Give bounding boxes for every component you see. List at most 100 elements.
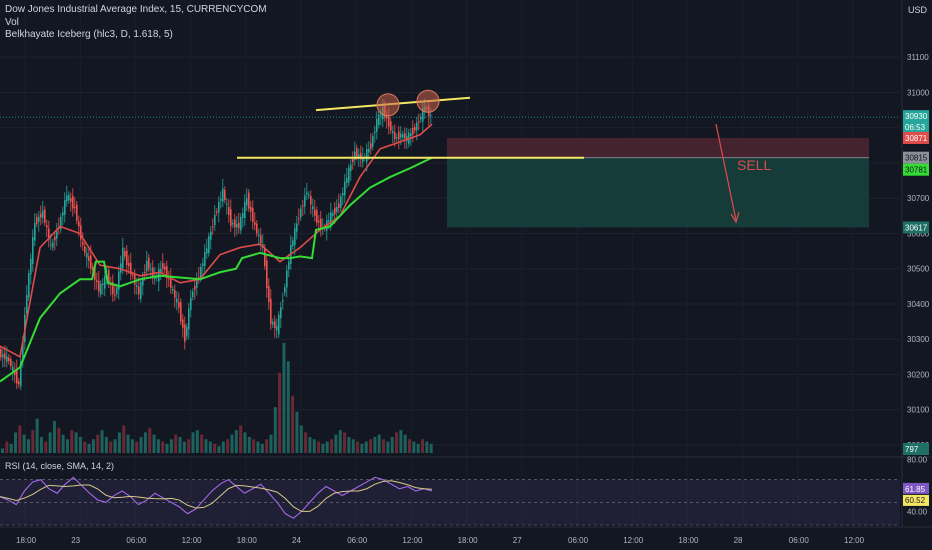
volume-bar [260, 443, 264, 453]
volume-bar [18, 425, 22, 453]
candle-body [98, 280, 100, 292]
annotations: SELL [715, 123, 771, 224]
candle-body [278, 314, 280, 335]
volume-bar [5, 441, 9, 453]
candle-body [18, 381, 20, 385]
candle-body [400, 133, 402, 138]
y-tick-label: 30200 [907, 370, 930, 379]
badge-stop: 30871 [905, 134, 928, 143]
candle-body [256, 223, 258, 234]
candle-body [100, 283, 102, 295]
candle-body [258, 234, 260, 236]
candle-body [68, 194, 70, 201]
candle-body [170, 278, 172, 289]
candle-body [366, 149, 368, 162]
rsi-sma-badge-bg [903, 494, 929, 506]
candle-body [214, 215, 216, 226]
candle-body [252, 208, 254, 222]
candle-body [294, 228, 296, 246]
volume-bar [308, 436, 312, 453]
volume-bar [52, 420, 56, 453]
badge-green-bg [903, 163, 929, 176]
volume-bar [31, 430, 35, 453]
volume-bar [57, 427, 61, 453]
volume-bar [148, 427, 152, 453]
candle-body [206, 248, 208, 254]
price-axis[interactable]: 3110031000309003080030700306003050030400… [901, 0, 930, 527]
x-tick-label: 06:00 [126, 536, 147, 545]
volume-bar [169, 439, 173, 453]
volume-bar [286, 361, 290, 453]
rsi-sma-badge: 60.52 [905, 496, 926, 505]
candle-body [284, 287, 286, 293]
candle-body [162, 263, 164, 269]
volume-bar [78, 436, 82, 453]
candle-body [314, 209, 316, 216]
volume-bar [269, 434, 273, 453]
time-axis[interactable]: 18:00 23 06:00 12:00 18:00 24 06:00 12:00 18:00 2… [0, 526, 932, 545]
candle-body [282, 300, 284, 302]
candle-body [196, 280, 198, 288]
candle-body [244, 201, 246, 218]
candle-body [184, 324, 186, 342]
volume-bar [152, 434, 156, 453]
volume-bar [113, 439, 117, 453]
volume-bar [221, 441, 225, 453]
volume-bar [403, 434, 407, 453]
candle-body [420, 116, 422, 120]
volume-bar [395, 432, 399, 453]
candle-body [204, 252, 206, 266]
candle-body [356, 148, 358, 157]
volume-bar [213, 443, 217, 453]
candle-body [372, 136, 374, 147]
y-tick-label: 30500 [907, 265, 930, 274]
volume-bar [347, 436, 351, 453]
badge-last-price-bg [903, 110, 929, 123]
volume-bar [334, 434, 338, 453]
badge-last-price: 30930 [905, 112, 928, 121]
badge-target: 30617 [905, 223, 928, 232]
candle-body [64, 200, 66, 215]
candle-body [218, 201, 220, 213]
volume-bar [165, 443, 169, 453]
candle-body [4, 353, 6, 360]
candle-body [152, 267, 154, 277]
volume-bar [343, 432, 347, 453]
volume-bar [22, 434, 26, 453]
candle-body [80, 225, 82, 240]
candle-body [74, 206, 76, 208]
candle-body [86, 253, 88, 258]
candle-body [38, 216, 40, 222]
volume-bar [282, 343, 286, 453]
symbol-title: Dow Jones Industrial Average Index, 15, … [5, 4, 267, 15]
badge-entry-bg [903, 151, 929, 164]
candle-body [302, 205, 304, 207]
candle-body [96, 280, 98, 283]
badge-target-bg [903, 221, 929, 234]
volume-bar [122, 425, 126, 453]
volume-bar [104, 436, 108, 453]
candle-body [2, 354, 4, 358]
volume-bar [100, 430, 104, 453]
candle-body [246, 198, 248, 206]
volume-bar [1, 448, 4, 453]
candle-body [254, 222, 256, 225]
x-tick-label: 12:00 [402, 536, 423, 545]
volume-bar [83, 441, 87, 453]
candle-body [72, 196, 74, 209]
candle-body [328, 220, 330, 222]
volume-bar [174, 434, 178, 453]
candle-body [172, 289, 174, 291]
volume-bar [130, 439, 134, 453]
trend-lines[interactable] [237, 89, 584, 159]
rsi-tick-label: 40.00 [907, 507, 928, 516]
candle-body [90, 255, 92, 269]
y-tick-label: 30600 [907, 229, 930, 238]
volume-bar [369, 439, 373, 453]
x-tick-label: 28 [734, 536, 743, 545]
candle-body [108, 270, 110, 285]
candle-body [422, 107, 424, 122]
candle-body [396, 137, 398, 139]
volume-bar [191, 432, 195, 453]
